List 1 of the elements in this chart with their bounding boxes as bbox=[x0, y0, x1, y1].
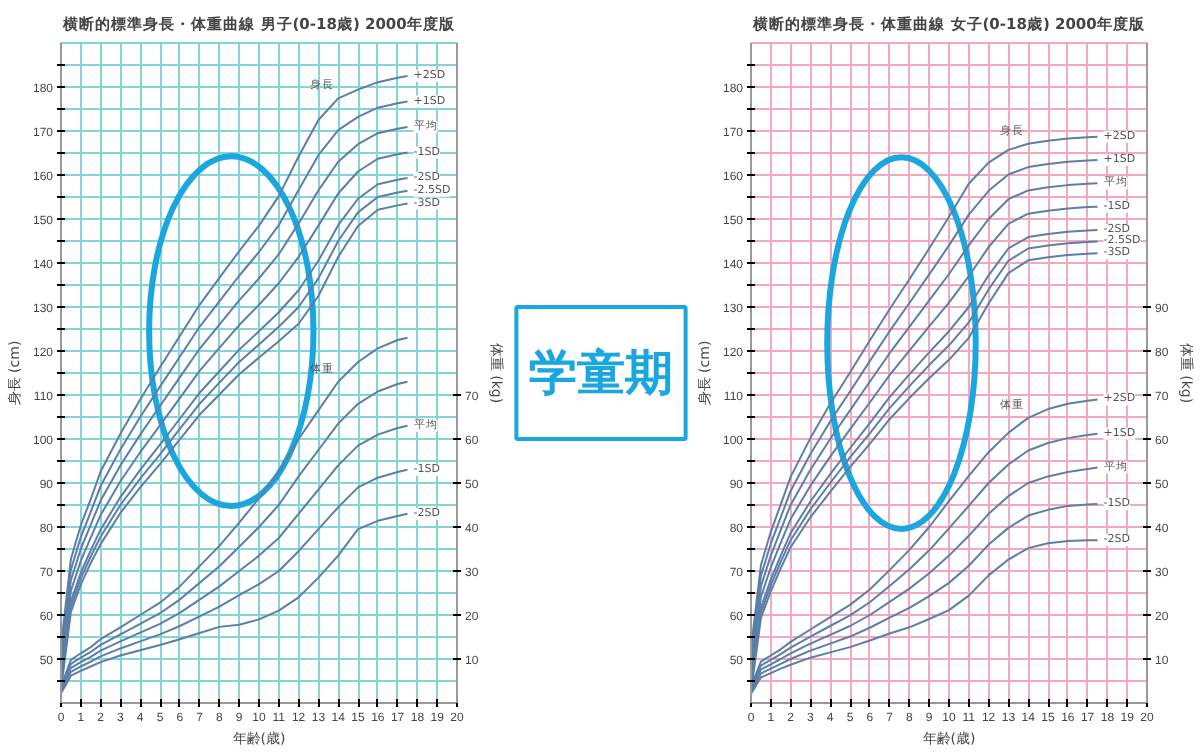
text: 学童期 bbox=[529, 345, 673, 401]
